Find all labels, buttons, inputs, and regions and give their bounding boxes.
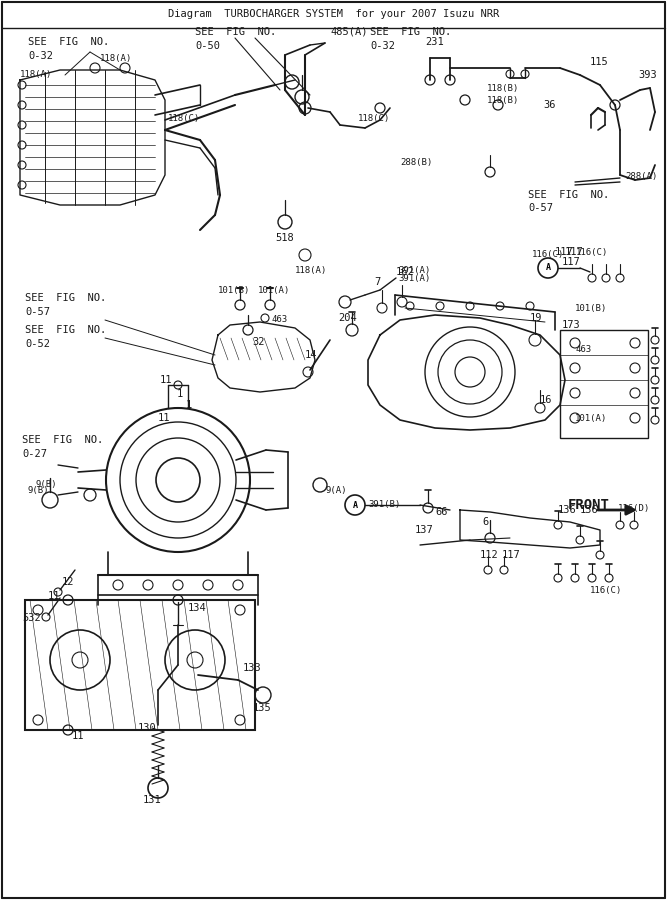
Text: 463: 463 <box>575 346 591 355</box>
Text: 7: 7 <box>374 277 380 287</box>
Text: 0-50: 0-50 <box>195 41 220 51</box>
Text: 16: 16 <box>540 395 552 405</box>
Bar <box>25 600 255 730</box>
Text: 130: 130 <box>138 723 157 733</box>
Text: 485(A): 485(A) <box>330 27 368 37</box>
Text: 6: 6 <box>482 517 488 527</box>
Text: 518: 518 <box>275 233 293 243</box>
Text: 117: 117 <box>555 247 574 257</box>
Text: 116(C): 116(C) <box>532 250 564 259</box>
Text: 117: 117 <box>565 247 584 257</box>
Text: 391(B): 391(B) <box>368 500 400 509</box>
Text: 19: 19 <box>530 313 542 323</box>
Text: 11: 11 <box>48 591 61 601</box>
Text: 118(A): 118(A) <box>295 266 327 274</box>
Text: A: A <box>546 264 550 273</box>
Text: 116(C): 116(C) <box>590 586 622 595</box>
Text: 0-27: 0-27 <box>22 449 47 459</box>
Text: 101(A): 101(A) <box>575 413 607 422</box>
Text: SEE  FIG  NO.: SEE FIG NO. <box>195 27 276 37</box>
Text: 116(D): 116(D) <box>618 503 650 512</box>
Text: 136: 136 <box>558 505 577 515</box>
Text: SEE  FIG  NO.: SEE FIG NO. <box>25 293 106 303</box>
Text: 112: 112 <box>480 550 499 560</box>
Text: 11: 11 <box>160 375 173 385</box>
Text: 9(B): 9(B) <box>28 485 49 494</box>
Text: Diagram  TURBOCHARGER SYSTEM  for your 2007 Isuzu NRR: Diagram TURBOCHARGER SYSTEM for your 200… <box>168 9 500 19</box>
Text: 391(A): 391(A) <box>398 266 430 274</box>
Text: 117: 117 <box>562 257 581 267</box>
Text: SEE  FIG  NO.: SEE FIG NO. <box>370 27 452 37</box>
Text: 131: 131 <box>143 795 162 805</box>
Text: 118(C): 118(C) <box>168 113 200 122</box>
Text: 11: 11 <box>158 413 171 423</box>
Bar <box>560 330 648 438</box>
Text: SEE  FIG  NO.: SEE FIG NO. <box>28 37 109 47</box>
Text: 118(C): 118(C) <box>358 113 390 122</box>
Text: 118(A): 118(A) <box>20 69 52 78</box>
Text: 173: 173 <box>562 320 581 330</box>
Text: 9(A): 9(A) <box>325 485 346 494</box>
Text: 133: 133 <box>243 663 261 673</box>
Text: SEE  FIG  NO.: SEE FIG NO. <box>528 190 609 200</box>
Text: 1: 1 <box>186 400 192 410</box>
Text: 231: 231 <box>425 37 444 47</box>
Text: 36: 36 <box>543 100 556 110</box>
Text: 463: 463 <box>272 316 288 325</box>
Text: 204: 204 <box>338 313 357 323</box>
Text: 393: 393 <box>638 70 657 80</box>
Text: 12: 12 <box>62 577 75 587</box>
Text: 135: 135 <box>253 703 271 713</box>
Text: 0-32: 0-32 <box>28 51 53 61</box>
Text: SEE  FIG  NO.: SEE FIG NO. <box>25 325 106 335</box>
Text: 9(B): 9(B) <box>35 481 57 490</box>
Text: 162: 162 <box>396 267 415 277</box>
Text: FRONT: FRONT <box>568 498 610 512</box>
Text: 117: 117 <box>502 550 521 560</box>
Text: 288(A): 288(A) <box>625 172 657 181</box>
Text: 32: 32 <box>252 337 265 347</box>
Text: SEE  FIG  NO.: SEE FIG NO. <box>22 435 103 445</box>
Text: 288(B): 288(B) <box>400 158 432 167</box>
Text: 118(A): 118(A) <box>100 53 132 62</box>
Text: 11: 11 <box>72 731 85 741</box>
Text: 101(A): 101(A) <box>258 285 290 294</box>
Text: 0-57: 0-57 <box>528 203 553 213</box>
Text: 101(B): 101(B) <box>218 285 250 294</box>
Text: 118(B): 118(B) <box>487 95 519 104</box>
Text: 0-52: 0-52 <box>25 339 50 349</box>
Text: 391(A): 391(A) <box>398 274 430 283</box>
Text: 115: 115 <box>590 57 609 67</box>
Text: 101(B): 101(B) <box>575 303 607 312</box>
Text: 66: 66 <box>435 507 448 517</box>
Text: 136: 136 <box>580 505 599 515</box>
Text: 14: 14 <box>305 350 317 360</box>
Text: A: A <box>352 500 358 509</box>
Text: 134: 134 <box>188 603 207 613</box>
Text: 118(B): 118(B) <box>487 84 519 93</box>
Text: 532: 532 <box>22 613 41 623</box>
Text: 116(C): 116(C) <box>576 248 608 256</box>
Text: 0-57: 0-57 <box>25 307 50 317</box>
Text: 0-32: 0-32 <box>370 41 395 51</box>
Text: 137: 137 <box>415 525 434 535</box>
Text: 1: 1 <box>177 389 183 399</box>
